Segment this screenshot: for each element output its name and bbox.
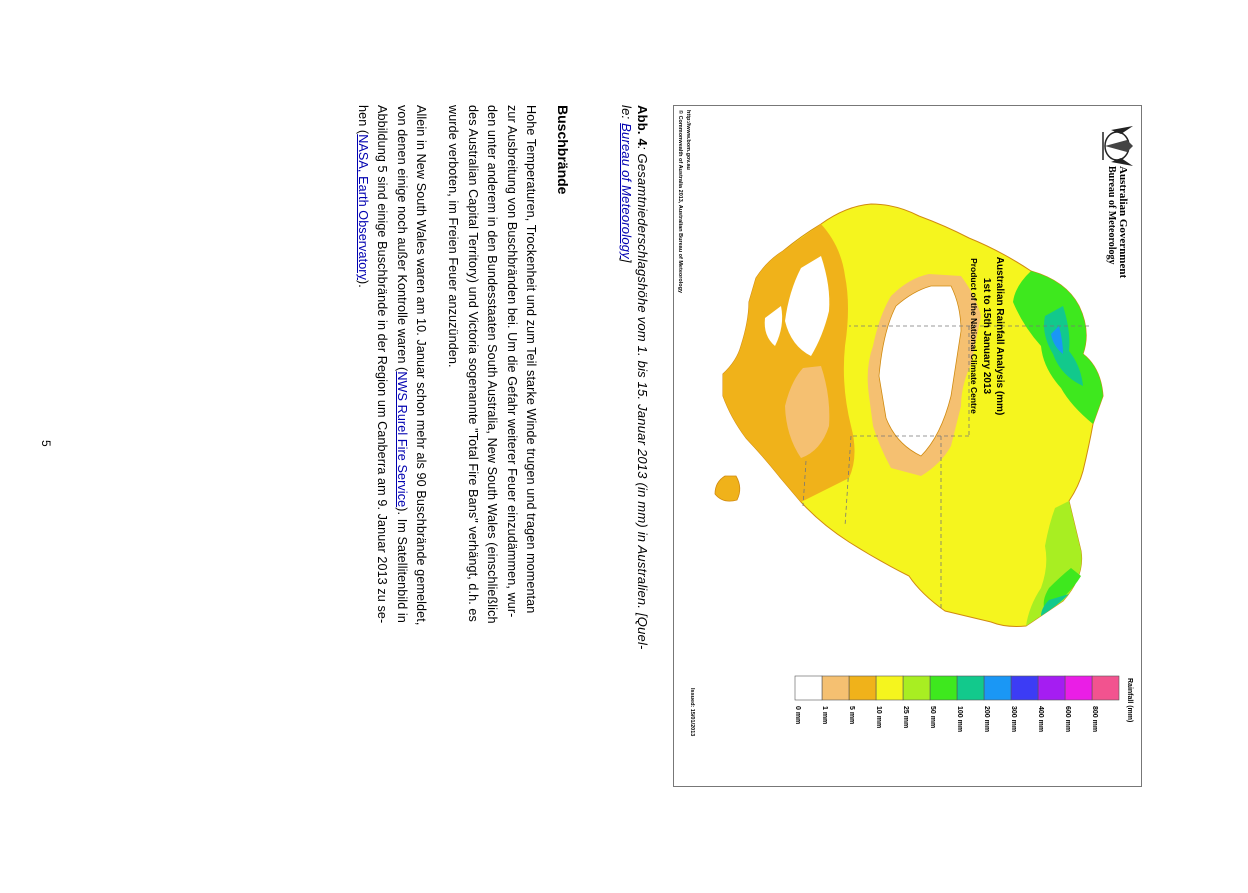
legend-label: 400 mm xyxy=(1037,706,1044,733)
legend-swatch xyxy=(983,675,1012,701)
map-title-2: 1st to 15th January 2013 xyxy=(981,277,992,395)
legend-swatch xyxy=(1064,675,1093,701)
legend-swatch xyxy=(821,675,850,701)
para1-line: Hohe Temperaturen, Trockenheit und zum T… xyxy=(524,105,538,614)
paragraph-1: Hohe Temperaturen, Trockenheit und zum T… xyxy=(443,105,540,785)
legend-label: 5 mm xyxy=(848,706,855,725)
map-tasmania xyxy=(714,475,741,502)
legend-label: 50 mm xyxy=(929,706,936,729)
legend-label: 100 mm xyxy=(956,706,963,733)
page-number: 5 xyxy=(39,440,53,447)
map-title-1: Australian Rainfall Analysis (mm) xyxy=(994,256,1005,416)
para2-line-1: Allein in New South Wales waren am 10. J… xyxy=(414,105,428,626)
figure-caption: Abb. 4: Gesamtniederschlagshöhe vom 1. b… xyxy=(618,105,650,785)
legend-label: 25 mm xyxy=(902,706,909,729)
bom-url: http://www.bom.gov.au xyxy=(685,110,691,170)
map-title-block: Australian Rainfall Analysis (mm) 1st to… xyxy=(967,226,1006,446)
legend-label: 0 mm xyxy=(794,706,801,725)
para2-line-2: von denen einige noch außer Kontrolle wa… xyxy=(394,105,409,623)
legend-swatch xyxy=(848,675,877,701)
issued-date: Issued: 15/01/2013 xyxy=(689,688,695,737)
caption-end: ] xyxy=(619,258,634,263)
legend-label: 600 mm xyxy=(1064,706,1071,733)
legend-label: 10 mm xyxy=(875,706,882,729)
map-title-3: Product of the National Climate Centre xyxy=(969,258,979,414)
caption-label: Abb. 4 xyxy=(635,105,650,146)
australia-rainfall-map xyxy=(714,126,1133,701)
gov-line1: Australian Government xyxy=(1117,166,1129,279)
legend-swatch xyxy=(1010,675,1039,701)
para1-line: den unter anderem in den Bundesstaaten S… xyxy=(485,105,500,624)
gov-line2: Bureau of Meteorology xyxy=(1106,166,1117,265)
legend-swatch xyxy=(929,675,958,701)
legend-label: 1 mm xyxy=(821,706,828,725)
nasa-earth-observatory-link[interactable]: NASA, Earth Observatory xyxy=(355,134,370,280)
legend-swatch xyxy=(956,675,985,701)
caption-text-2: le: xyxy=(619,105,634,124)
state-borders xyxy=(802,325,1089,611)
legend-swatch xyxy=(1037,675,1066,701)
legend-swatches xyxy=(794,675,1120,701)
paragraph-2: Allein in New South Wales waren am 10. J… xyxy=(352,105,430,785)
caption-text: : Gesamtniederschlagshöhe vom 1. bis 15.… xyxy=(635,145,650,650)
legend-label: 800 mm xyxy=(1091,706,1098,733)
legend-label: 300 mm xyxy=(1010,706,1017,733)
legend-swatch xyxy=(875,675,904,701)
coat-of-arms-logo xyxy=(1102,126,1133,166)
para1-line: zur Ausbreitung von Buschbränden bei. Um… xyxy=(504,105,519,618)
legend-swatch xyxy=(902,675,931,701)
section-heading: Buschbrände xyxy=(555,105,571,195)
legend-swatch xyxy=(1091,675,1120,701)
para2-line-4: hen (NASA, Earth Observatory). xyxy=(355,105,370,288)
legend-swatch xyxy=(794,675,823,701)
map-south-orange xyxy=(723,224,855,502)
para1-line: des Australian Capital Territory) und Vi… xyxy=(465,105,480,622)
para1-line: wurde verboten, im Freien Feuer anzuzünd… xyxy=(446,105,461,368)
legend-title: Rainfall (mm) xyxy=(1126,678,1133,723)
copyright: © Commonwealth of Australia 2013, Austra… xyxy=(677,110,683,294)
nws-fire-service-link[interactable]: NWS Rurel Fire Service xyxy=(394,371,409,508)
legend-label: 200 mm xyxy=(983,706,990,733)
caption-source-link[interactable]: Bureau of Meteorology xyxy=(619,123,634,259)
para2-line-3: Abbildung 5 sind einige Buschbrände in d… xyxy=(375,105,390,624)
rainfall-map-figure: Australian Government Bureau of Meteorol… xyxy=(673,105,1142,787)
